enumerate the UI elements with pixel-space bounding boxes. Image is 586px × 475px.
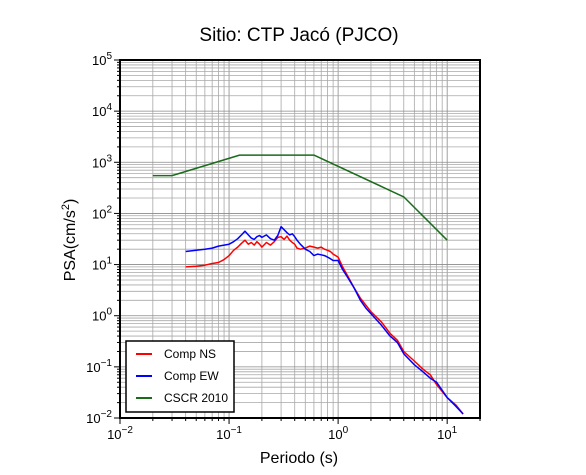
legend-label: CSCR 2010: [164, 391, 228, 405]
y-axis-title-base: PSA(cm/s: [62, 210, 79, 281]
axis-ticks: 10−2 10−1 100 101 10−2 10−1 100 101 102 103 104 105: [86, 51, 481, 442]
legend: Comp NS Comp EW CSCR 2010: [125, 340, 235, 413]
y-axis-title-close: ): [62, 199, 79, 204]
legend-label: Comp NS: [164, 347, 216, 361]
x-tick-label: 100: [328, 425, 348, 442]
y-axis-title-sup: 2: [60, 204, 72, 210]
y-tick-label: 101: [92, 256, 112, 273]
plot-series: [152, 154, 464, 415]
y-tick-label: 104: [92, 102, 112, 119]
x-tick-label: 10−2: [107, 425, 133, 442]
y-tick-label: 100: [92, 307, 112, 324]
y-tick-label: 10−1: [86, 358, 112, 375]
y-tick-label: 103: [92, 153, 112, 170]
y-tick-label: 102: [92, 204, 112, 221]
grid: [119, 59, 481, 419]
x-axis-title: Periodo (s): [260, 450, 338, 467]
series-line-comp-ns: [185, 235, 464, 415]
x-tick-label: 10−1: [216, 425, 242, 442]
y-tick-label: 105: [92, 51, 112, 68]
legend-label: Comp EW: [164, 369, 219, 383]
series-line-cscr-2010: [152, 154, 448, 241]
plot-frame: [119, 59, 481, 419]
chart-title: Sitio: CTP Jacó (PJCO): [199, 25, 398, 46]
y-tick-label: 10−2: [86, 409, 112, 426]
series-line-comp-ew: [185, 225, 464, 415]
x-tick-label: 101: [437, 425, 457, 442]
y-axis-title: PSA(cm/s2): [60, 199, 79, 282]
